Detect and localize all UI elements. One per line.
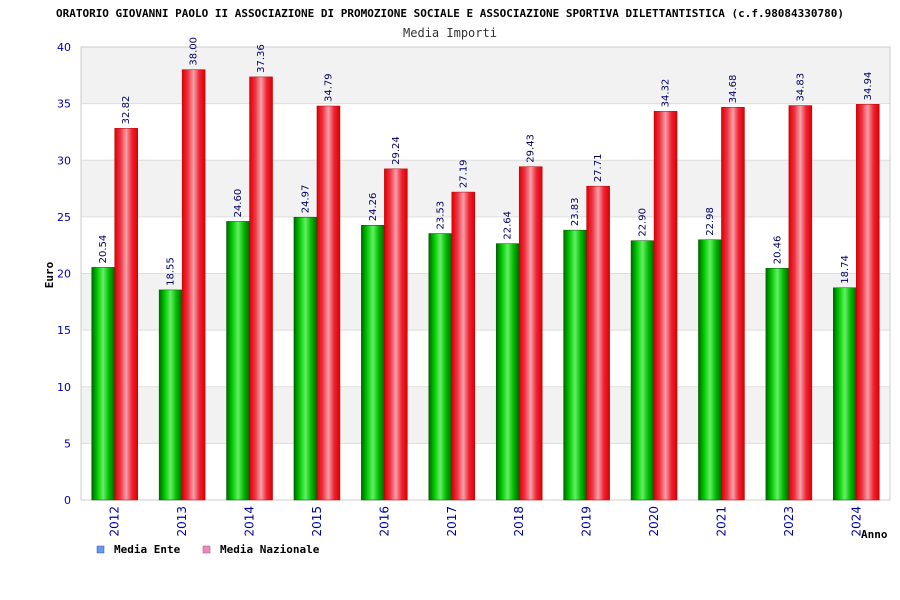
y-tick-label: 40: [57, 41, 71, 54]
x-axis-label: Anno: [861, 528, 888, 541]
bar-media-ente: [833, 287, 857, 501]
bar-media-nazionale: [249, 76, 273, 501]
y-tick-label: 30: [57, 154, 71, 167]
bar-media-ente: [428, 233, 453, 501]
chart-subtitle: Media Importi: [403, 26, 497, 40]
data-label: 22.90: [638, 208, 649, 237]
data-label: 23.83: [570, 197, 581, 226]
bar-media-ente: [765, 268, 790, 501]
chart-title: ORATORIO GIOVANNI PAOLO II ASSOCIAZIONE …: [56, 7, 844, 20]
data-label: 32.82: [121, 96, 132, 125]
bar-media-ente: [91, 267, 115, 501]
y-tick-label: 20: [57, 268, 71, 281]
data-label: 22.64: [503, 211, 514, 240]
bars: 20.54 32.82 18.55 38.00 24.60 37.36 24.97 34.79…: [91, 37, 880, 501]
x-tick-label: 2018: [512, 506, 526, 537]
bar-media-nazionale: [518, 166, 543, 501]
grid-band: [81, 103, 890, 161]
grid-band: [81, 386, 890, 444]
y-tick-label: 25: [57, 211, 71, 224]
data-label: 24.60: [233, 189, 244, 218]
bar-media-ente: [495, 243, 520, 501]
data-label: 37.36: [256, 44, 267, 73]
x-tick-label: 2023: [782, 506, 796, 537]
x-tick-label: 2020: [647, 506, 661, 537]
y-axis-label: Euro: [43, 261, 56, 288]
bar-media-nazionale: [788, 105, 813, 501]
data-label: 34.68: [728, 75, 739, 104]
bar-media-nazionale: [451, 191, 476, 501]
data-label: 34.79: [323, 73, 334, 102]
data-label: 29.24: [391, 136, 402, 165]
x-tick-label: 2019: [580, 506, 594, 537]
bar-media-nazionale: [384, 168, 408, 501]
bar-media-ente: [630, 240, 655, 501]
y-tick-label: 10: [57, 381, 71, 394]
data-label: 24.97: [300, 185, 311, 214]
y-tick-label: 35: [57, 98, 71, 111]
bar-media-ente: [361, 225, 385, 501]
bar-media-nazionale: [114, 128, 138, 501]
y-axis: 0 5 10 15 20 25 30 35 40: [57, 41, 71, 507]
data-label: 29.43: [526, 134, 537, 163]
legend-label-nazionale: Media Nazionale: [220, 543, 320, 556]
bar-media-nazionale: [586, 185, 610, 501]
data-label: 27.19: [458, 159, 469, 188]
bar-media-nazionale: [856, 104, 880, 501]
legend-swatch-ente: [96, 545, 105, 554]
bar-media-nazionale: [653, 111, 678, 501]
x-tick-label: 2021: [714, 506, 728, 537]
plot-area: [80, 46, 891, 501]
grid-band: [81, 273, 890, 331]
y-tick-label: 15: [57, 324, 71, 337]
x-tick-label: 2015: [310, 506, 324, 537]
data-label: 20.46: [772, 236, 783, 265]
grid-band: [81, 160, 890, 217]
bar-media-nazionale: [316, 105, 341, 501]
legend: Media Ente Media Nazionale: [96, 543, 320, 556]
plot-border: [80, 46, 891, 501]
x-axis: 2012 2013 2014 2015 2016 2017 2018 2019 2020 2021…: [108, 506, 864, 537]
data-label: 34.94: [863, 72, 874, 101]
data-label: 27.71: [593, 154, 604, 183]
bar-media-ente: [158, 289, 183, 501]
data-label: 23.53: [435, 201, 446, 230]
x-tick-label: 2017: [445, 506, 459, 537]
x-tick-label: 2016: [377, 506, 391, 537]
grid-band: [81, 47, 890, 104]
data-label: 18.74: [840, 255, 851, 284]
data-label: 22.98: [705, 207, 716, 236]
grid-band: [81, 443, 890, 500]
legend-swatch-nazionale: [202, 545, 211, 554]
legend-label-ente: Media Ente: [114, 543, 181, 556]
grid-band: [81, 330, 890, 387]
x-tick-label: 2013: [175, 506, 189, 537]
y-tick-label: 5: [64, 437, 71, 450]
grid-band: [81, 216, 890, 274]
data-label: 38.00: [189, 37, 200, 66]
bar-media-nazionale: [181, 69, 206, 501]
data-label: 34.83: [795, 73, 806, 102]
bar-media-ente: [293, 216, 318, 501]
bar-media-nazionale: [721, 106, 745, 501]
bar-media-ente: [563, 229, 587, 501]
x-tick-label: 2012: [108, 506, 122, 537]
y-tick-label: 0: [64, 494, 71, 507]
data-label: 34.32: [661, 79, 672, 108]
data-label: 18.55: [166, 257, 177, 286]
data-label: 24.26: [368, 193, 379, 222]
data-label: 20.54: [98, 235, 109, 264]
x-tick-label: 2014: [243, 506, 257, 537]
bar-media-ente: [698, 239, 722, 501]
bar-media-ente: [226, 221, 250, 501]
x-tick-label: 2024: [849, 506, 863, 537]
